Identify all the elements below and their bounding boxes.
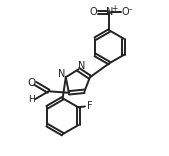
Text: -: - <box>129 5 132 14</box>
Text: H: H <box>29 95 35 104</box>
Text: O: O <box>90 7 97 17</box>
Text: N: N <box>58 69 66 79</box>
Text: O: O <box>28 78 36 88</box>
Text: N: N <box>78 61 85 71</box>
Text: N: N <box>106 7 113 17</box>
Text: +: + <box>111 4 117 13</box>
Text: F: F <box>87 101 93 112</box>
Text: O: O <box>122 7 129 17</box>
